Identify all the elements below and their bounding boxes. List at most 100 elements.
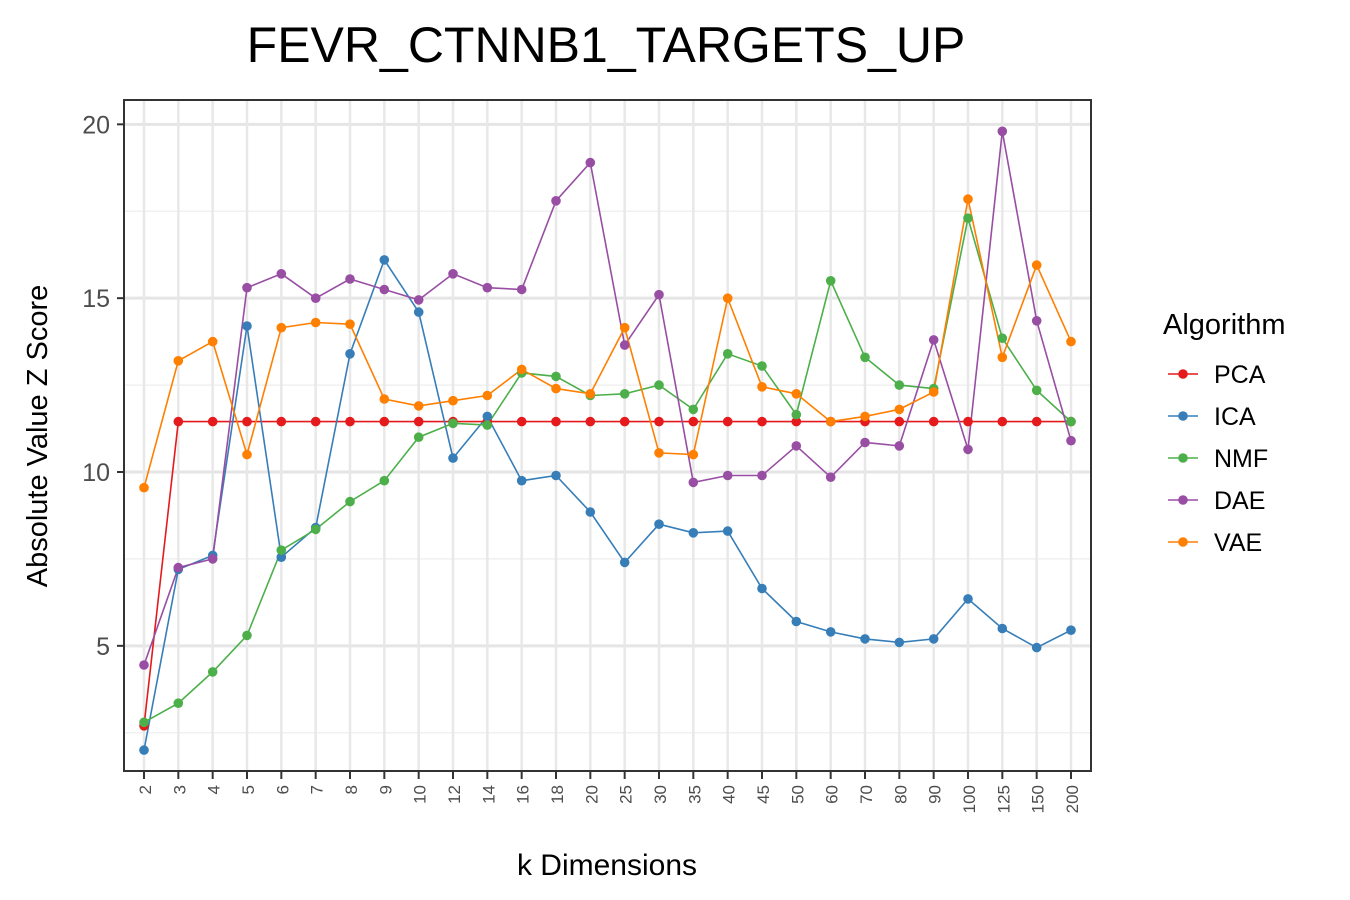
data-point-ica <box>791 616 802 627</box>
data-point-vae <box>1031 260 1042 270</box>
data-point-dae <box>482 282 493 293</box>
data-point-pca <box>963 416 973 427</box>
data-point-dae <box>310 293 321 304</box>
y-tick-label: 10 <box>82 459 110 487</box>
legend: Algorithm PCA ICA NMF DAE VAE <box>1163 309 1286 557</box>
data-point-ica <box>619 557 630 568</box>
data-point-vae <box>345 319 355 330</box>
series-line-vae <box>143 198 1072 488</box>
grid <box>124 100 1091 771</box>
x-tick-label: 40 <box>720 785 739 804</box>
data-point-dae <box>654 289 664 300</box>
data-point-ica <box>413 307 424 317</box>
data-point-vae <box>963 194 973 204</box>
data-point-dae <box>860 437 870 448</box>
data-point-vae <box>860 411 870 422</box>
legend-swatch-point-vae <box>1178 537 1188 547</box>
data-point-vae <box>173 356 184 366</box>
x-tick-label: 12 <box>445 785 464 804</box>
data-point-vae <box>722 293 733 304</box>
legend-swatch-point-ica <box>1178 411 1188 421</box>
data-point-nmf <box>860 352 870 363</box>
data-point-pca <box>928 416 939 427</box>
data-point-dae <box>139 660 149 670</box>
data-point-nmf <box>379 475 390 486</box>
data-point-dae <box>276 269 287 279</box>
data-point-nmf <box>757 361 767 371</box>
data-point-ica <box>654 519 664 529</box>
data-point-vae <box>276 322 287 333</box>
data-point-ica <box>825 627 836 637</box>
legend-label-vae: VAE <box>1214 529 1262 557</box>
data-point-ica <box>379 255 390 265</box>
data-point-vae <box>688 449 699 460</box>
data-point-ica <box>242 321 252 331</box>
data-point-ica <box>963 594 973 604</box>
data-point-vae <box>551 383 561 394</box>
data-point-vae <box>654 448 664 458</box>
data-point-pca <box>242 416 252 427</box>
data-point-nmf <box>1031 385 1042 396</box>
x-tick-label: 20 <box>582 785 601 804</box>
x-tick-label: 150 <box>1029 785 1048 813</box>
data-point-dae <box>963 444 973 455</box>
x-tick-label: 10 <box>411 785 430 804</box>
data-point-nmf <box>448 418 458 429</box>
data-point-pca <box>379 416 390 427</box>
legend-swatch-point-dae <box>1178 495 1188 505</box>
x-tick-label: 35 <box>685 785 704 804</box>
data-point-vae <box>1066 336 1076 347</box>
data-point-ica <box>997 623 1008 634</box>
series-line-nmf <box>143 217 1072 723</box>
x-axis-label: k Dimensions <box>517 849 697 882</box>
data-point-pca <box>310 416 321 427</box>
series-line-ica <box>143 258 1072 751</box>
plot-panel-border <box>123 99 1092 772</box>
data-point-pca <box>619 416 630 427</box>
data-point-nmf <box>242 630 252 641</box>
x-tick-label: 18 <box>548 785 567 804</box>
x-tick-label: 6 <box>273 785 292 794</box>
x-tick-label: 80 <box>891 785 910 804</box>
x-tick-label: 16 <box>514 785 533 804</box>
data-point-nmf <box>894 380 905 390</box>
data-point-dae <box>516 284 527 295</box>
legend-label-ica: ICA <box>1214 403 1256 431</box>
x-tick-label: 7 <box>308 785 327 794</box>
data-point-vae <box>997 352 1008 363</box>
data-point-pca <box>585 416 596 427</box>
data-point-nmf <box>310 524 321 535</box>
data-point-dae <box>688 477 699 488</box>
data-point-nmf <box>654 380 664 390</box>
data-point-vae <box>139 482 149 493</box>
data-point-dae <box>997 126 1008 137</box>
y-tick-label: 15 <box>82 285 110 313</box>
data-point-ica <box>551 470 561 481</box>
x-tick-label: 125 <box>994 785 1013 813</box>
x-tick-label: 9 <box>376 785 395 794</box>
x-tick-label: 2 <box>136 785 155 794</box>
data-point-nmf <box>688 404 699 415</box>
data-point-pca <box>413 416 424 427</box>
data-point-nmf <box>482 420 493 430</box>
data-point-ica <box>345 349 355 359</box>
legend-label-pca: PCA <box>1214 361 1266 389</box>
data-point-pca <box>173 416 184 427</box>
data-point-vae <box>242 449 252 460</box>
data-point-nmf <box>551 371 561 382</box>
legend-swatch-point-pca <box>1178 369 1188 379</box>
series-points <box>139 126 1076 755</box>
data-point-dae <box>791 441 802 451</box>
data-point-nmf <box>825 276 836 286</box>
x-tick-label: 45 <box>754 785 773 804</box>
data-point-ica <box>757 583 767 594</box>
data-point-nmf <box>139 717 149 728</box>
legend-label-nmf: NMF <box>1214 445 1268 473</box>
data-point-nmf <box>619 389 630 399</box>
data-point-dae <box>413 295 424 305</box>
series-line-pca <box>143 420 1071 726</box>
data-point-dae <box>345 274 355 284</box>
data-point-dae <box>242 282 252 293</box>
data-point-pca <box>757 416 767 427</box>
